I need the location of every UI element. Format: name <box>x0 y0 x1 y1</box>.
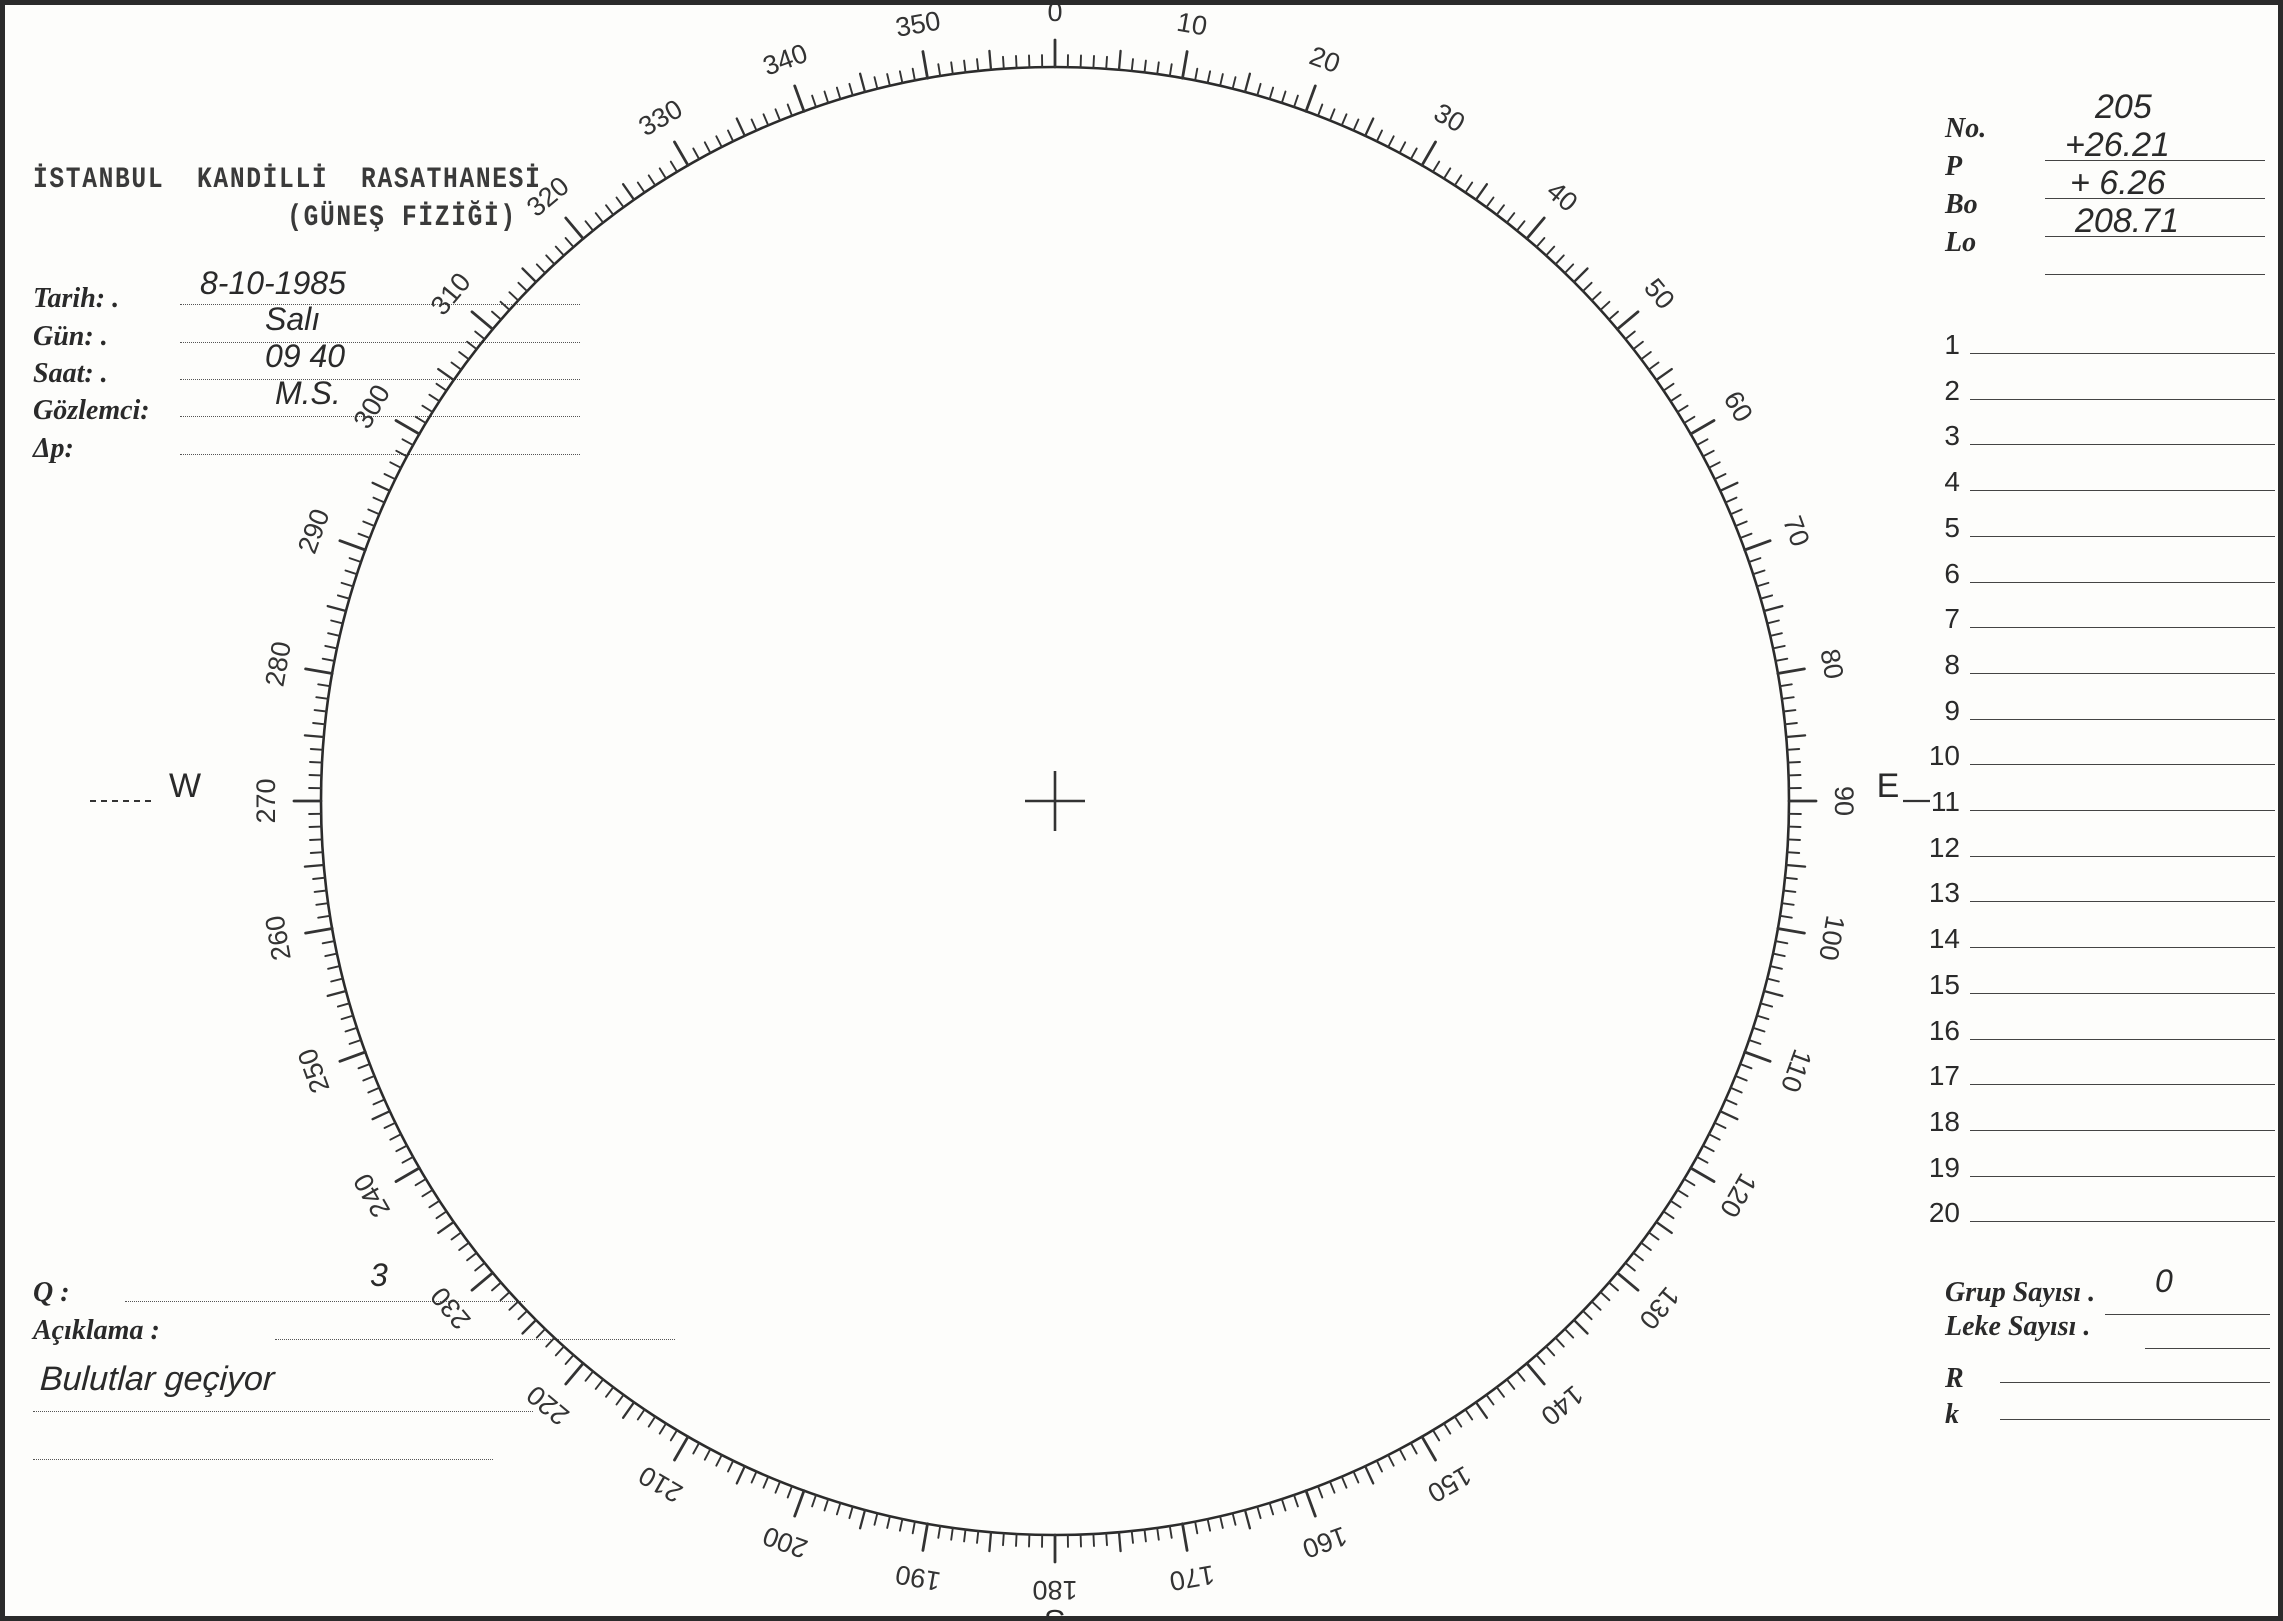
svg-text:90: 90 <box>1829 786 1859 816</box>
svg-text:280: 280 <box>259 639 296 689</box>
svg-text:340: 340 <box>759 38 812 82</box>
svg-text:240: 240 <box>348 1168 397 1222</box>
svg-text:310: 310 <box>425 267 477 321</box>
svg-text:160: 160 <box>1299 1520 1352 1564</box>
svg-text:300: 300 <box>348 380 397 434</box>
svg-text:120: 120 <box>1714 1168 1763 1222</box>
svg-text:30: 30 <box>1429 97 1470 138</box>
svg-text:0: 0 <box>1047 5 1062 27</box>
svg-text:50: 50 <box>1638 273 1680 315</box>
svg-text:40: 40 <box>1541 176 1583 218</box>
svg-text:60: 60 <box>1718 386 1759 427</box>
svg-text:100: 100 <box>1813 913 1850 963</box>
svg-text:10: 10 <box>1175 7 1210 42</box>
svg-text:290: 290 <box>292 505 336 558</box>
svg-text:130: 130 <box>1633 1281 1685 1335</box>
svg-text:260: 260 <box>259 913 296 963</box>
svg-text:220: 220 <box>521 1379 575 1431</box>
svg-text:320: 320 <box>521 171 575 223</box>
svg-text:200: 200 <box>759 1520 812 1564</box>
svg-text:80: 80 <box>1814 647 1849 682</box>
svg-text:70: 70 <box>1777 512 1815 550</box>
svg-text:170: 170 <box>1167 1559 1217 1596</box>
svg-text:190: 190 <box>893 1559 943 1596</box>
svg-text:180: 180 <box>1032 1575 1077 1605</box>
svg-text:330: 330 <box>634 94 688 143</box>
svg-text:150: 150 <box>1422 1460 1476 1509</box>
svg-text:140: 140 <box>1535 1379 1589 1431</box>
svg-text:20: 20 <box>1306 41 1344 79</box>
svg-text:270: 270 <box>251 778 281 823</box>
svg-text:210: 210 <box>634 1460 688 1509</box>
svg-text:110: 110 <box>1775 1045 1818 1096</box>
svg-text:350: 350 <box>893 5 943 42</box>
svg-text:250: 250 <box>292 1045 336 1098</box>
svg-text:230: 230 <box>425 1281 477 1335</box>
